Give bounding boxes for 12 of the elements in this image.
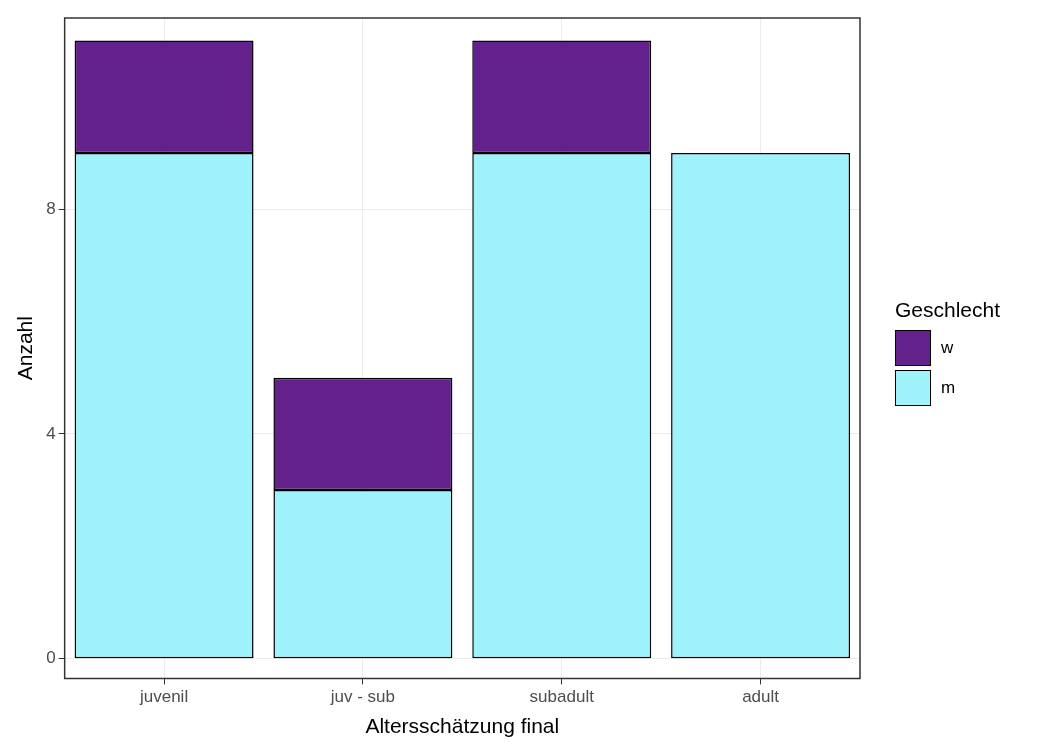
legend-label: m bbox=[941, 378, 956, 398]
y-tick-label: 0 bbox=[46, 648, 56, 668]
x-axis-title: Altersschätzung final bbox=[365, 714, 560, 738]
x-tick-label: juv - sub bbox=[329, 687, 396, 707]
legend-label: w bbox=[941, 338, 954, 358]
y-tick-label: 4 bbox=[46, 423, 56, 443]
x-tick-label: subadult bbox=[529, 687, 595, 707]
x-tick-label: juvenil bbox=[138, 687, 189, 707]
y-axis-title: Anzahl bbox=[13, 316, 37, 381]
legend-title: Geschlecht bbox=[895, 298, 1001, 322]
y-tick-label: 8 bbox=[46, 198, 56, 218]
x-tick-label: adult bbox=[742, 687, 780, 707]
